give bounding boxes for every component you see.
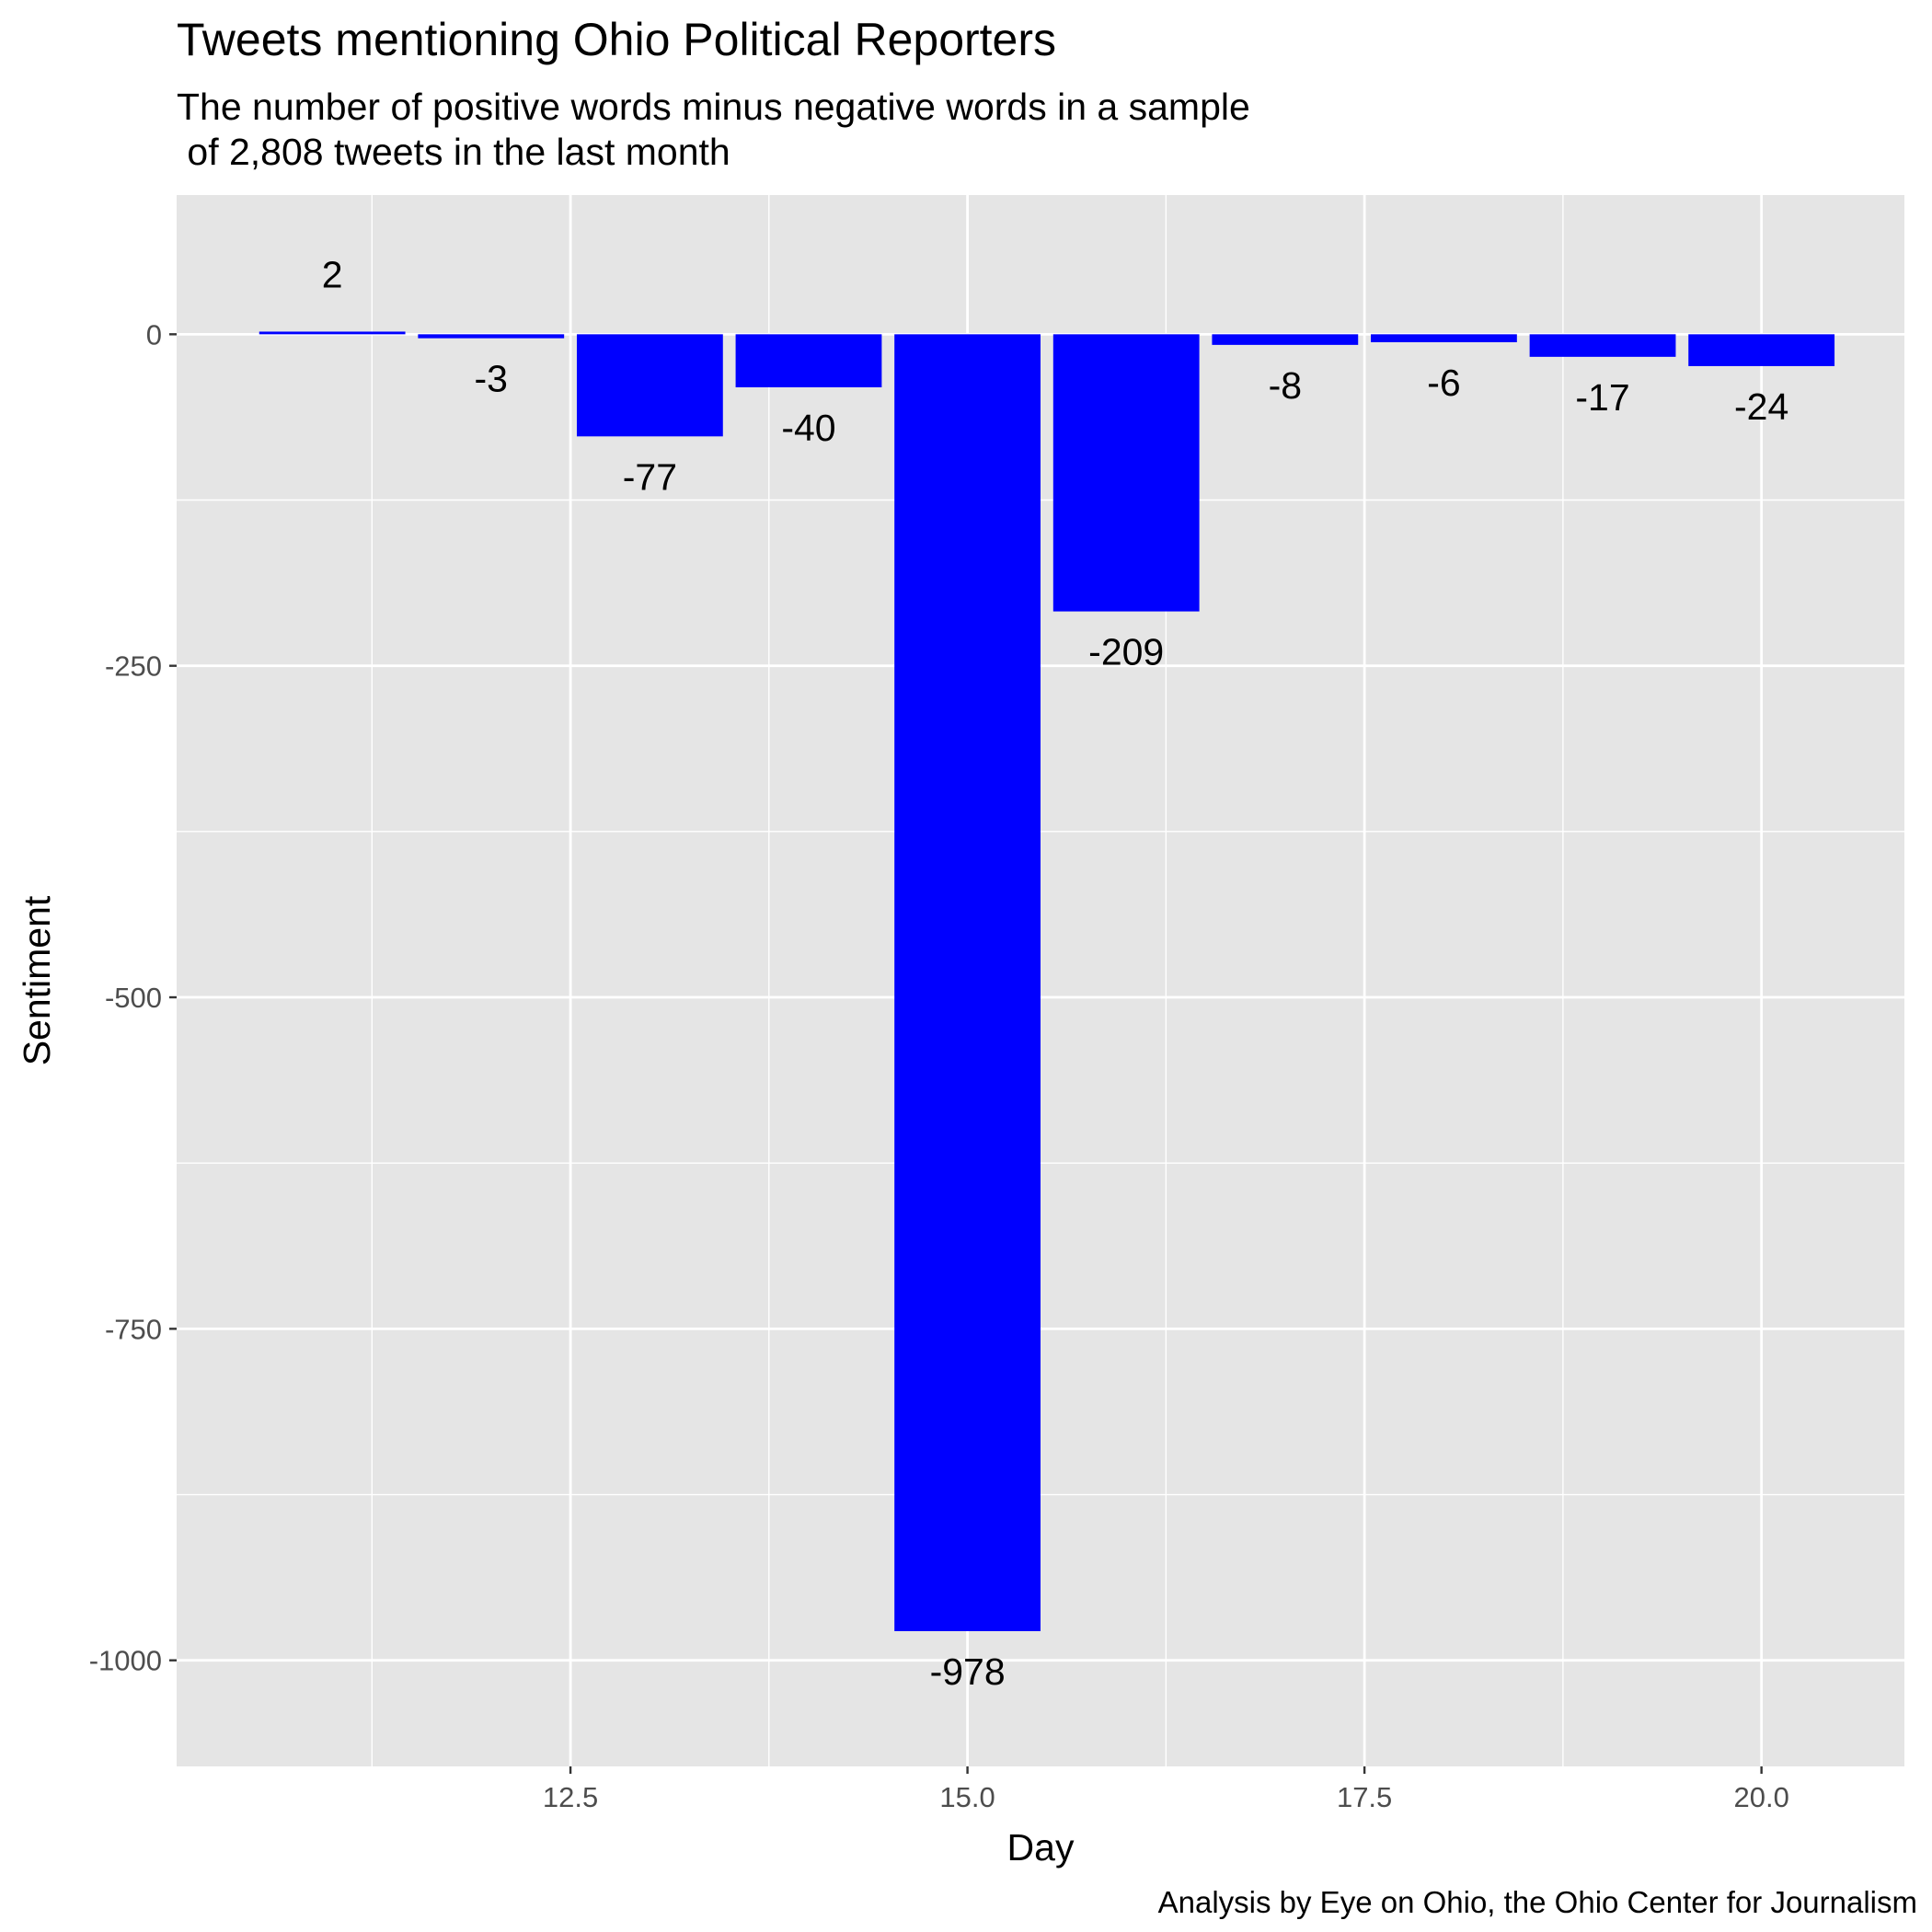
bar-value-label: -40 (781, 407, 835, 449)
x-tick-label: 15.0 (939, 1781, 995, 1813)
bar (1688, 334, 1835, 366)
y-tick-label: -1000 (89, 1645, 162, 1677)
bar (1529, 334, 1676, 357)
chart-caption: Analysis by Eye on Ohio, the Ohio Center… (1157, 1885, 1917, 1919)
bar (1052, 334, 1200, 612)
bar (418, 334, 565, 339)
x-axis: 12.5 15.0 17.5 20.0 (543, 1766, 1789, 1813)
bar-value-label: -77 (623, 455, 677, 498)
y-axis: 0 -250 -500 -750 -1000 (89, 318, 177, 1677)
bar-value-label: -978 (930, 1650, 1006, 1693)
x-axis-title: Day (1007, 1826, 1075, 1869)
bar (1371, 334, 1517, 342)
y-axis-title: Sentiment (16, 895, 58, 1065)
bar-value-label: -6 (1427, 362, 1460, 404)
x-tick-label: 17.5 (1337, 1781, 1392, 1813)
chart-title: Tweets mentioning Ohio Political Reporte… (177, 14, 1057, 65)
bar-value-label: 2 (322, 253, 343, 295)
bar-value-label: -209 (1088, 631, 1164, 673)
x-tick-label: 12.5 (543, 1781, 598, 1813)
bar-value-label: -3 (475, 358, 508, 400)
bar (576, 334, 723, 437)
bar-value-label: -17 (1575, 376, 1629, 419)
bars (259, 331, 1835, 1631)
bar-value-labels: 2 -3 -77 -40 -978 -209 -8 -6 -17 -24 (322, 253, 1789, 1693)
y-tick-label: -750 (105, 1313, 162, 1345)
y-tick-label: 0 (146, 318, 162, 351)
bar (1212, 334, 1359, 345)
x-tick-label: 20.0 (1733, 1781, 1788, 1813)
bar (735, 334, 882, 387)
y-tick-label: -250 (105, 650, 162, 683)
y-tick-label: -500 (105, 982, 162, 1014)
chart-subtitle: The number of positive words minus negat… (177, 86, 1250, 173)
bar (894, 334, 1041, 1631)
bar-value-label: -24 (1734, 385, 1788, 428)
bar-value-label: -8 (1269, 364, 1302, 407)
bar (259, 331, 406, 335)
